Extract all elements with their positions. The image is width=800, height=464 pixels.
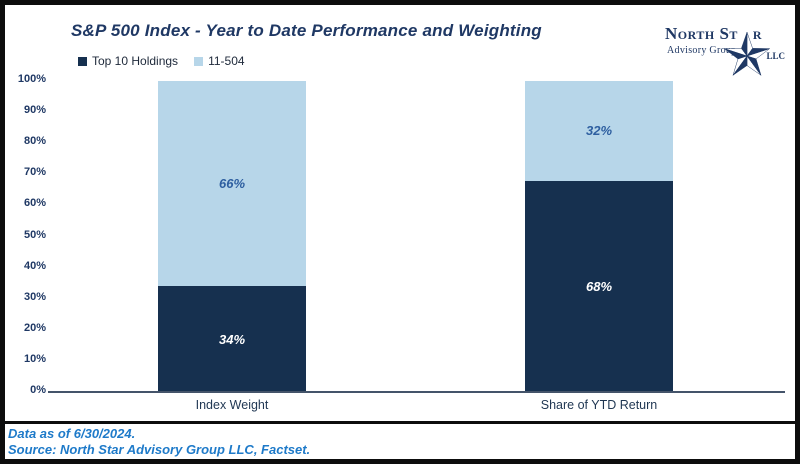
- y-tick-label: 30%: [23, 290, 46, 303]
- bar-index-weight: 34% 66%: [158, 81, 306, 392]
- bar-share-of-ytd-return: 68% 32%: [525, 81, 673, 392]
- data-label: 32%: [585, 123, 613, 139]
- legend-item-top-10-holdings: Top 10 Holdings: [78, 54, 178, 68]
- footer-separator-line: [5, 421, 795, 424]
- y-tick-label: 50%: [23, 228, 46, 241]
- chart-title: S&P 500 Index - Year to Date Performance…: [71, 21, 542, 40]
- data-label: 68%: [585, 278, 613, 294]
- legend-swatch-navy: [78, 56, 87, 66]
- logo-name-part2: r: [752, 24, 763, 43]
- legend-swatch-light-blue: [194, 56, 204, 66]
- y-tick-label: 80%: [23, 135, 46, 148]
- y-tick-label: 40%: [23, 259, 46, 272]
- data-label: 66%: [218, 176, 246, 192]
- x-axis-line: [48, 391, 785, 393]
- y-tick-label: 70%: [23, 166, 46, 179]
- bar-segment-11-504: 66%: [158, 81, 306, 287]
- y-tick-label: 10%: [23, 352, 46, 365]
- logo-subtitle: Advisory Group: [667, 45, 737, 56]
- legend-label: 11-504: [208, 54, 245, 68]
- category-label-share-of-ytd-return: Share of YTD Return: [540, 398, 658, 412]
- nautical-star-icon: [724, 31, 770, 76]
- bar-segment-top-10-holdings: 34%: [158, 286, 306, 392]
- plot-area: 34% 66% 68% 32%: [5, 81, 795, 392]
- bar-segment-11-504: 32%: [525, 81, 673, 181]
- y-tick-label: 100%: [17, 73, 46, 85]
- bar-segment-top-10-holdings: 68%: [525, 180, 673, 392]
- y-axis: 0% 10% 20% 30% 40% 50% 60% 70% 80% 90% 100%: [5, 73, 46, 396]
- logo-llc-suffix: LLC: [766, 51, 785, 61]
- y-tick-label: 90%: [23, 104, 46, 117]
- footer-source: Source: North Star Advisory Group LLC, F…: [8, 442, 311, 457]
- y-tick-label: 20%: [23, 321, 46, 334]
- legend-label: Top 10 Holdings: [92, 54, 179, 68]
- north-star-logo: North St r Advisory Group LLC: [665, 24, 785, 90]
- data-label: 34%: [218, 331, 246, 347]
- legend: Top 10 Holdings 11-504: [78, 54, 245, 68]
- logo-company-name: North St r: [665, 24, 762, 44]
- legend-item-11-504: 11-504: [194, 54, 245, 68]
- y-tick-label: 60%: [23, 197, 46, 210]
- category-label-index-weight: Index Weight: [195, 398, 269, 412]
- logo-name-part1: North St: [665, 24, 738, 43]
- footer-data-as-of: Data as of 6/30/2024.: [8, 426, 136, 441]
- y-tick-label: 0%: [30, 384, 46, 396]
